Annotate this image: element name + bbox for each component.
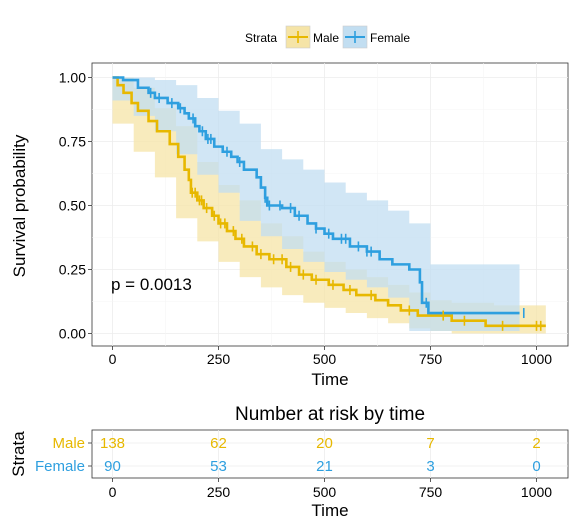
risk-table-gridlines (92, 430, 568, 478)
y-axis-ticks: 0.00 0.25 0.50 0.75 1.00 (59, 70, 92, 342)
risk-cell-female: 90 (104, 458, 121, 475)
legend: Strata Male Female (245, 25, 410, 49)
x-tick-label: 750 (419, 351, 443, 367)
y-tick-label: 0.50 (59, 198, 86, 214)
censor-marks (149, 87, 542, 331)
p-value-annotation: p = 0.0013 (111, 275, 192, 294)
risk-cell-female: 53 (210, 458, 227, 475)
y-tick-label: 1.00 (59, 70, 86, 86)
risk-table-x-title: Time (311, 501, 348, 520)
risk-cell-male: 138 (100, 435, 125, 452)
x-tick-label: 0 (109, 351, 117, 367)
survival-curves (112, 76, 546, 328)
risk-x-tick-label: 1000 (521, 484, 552, 500)
risk-cell-male: 7 (426, 435, 434, 452)
risk-x-tick-label: 500 (313, 484, 337, 500)
risk-table-panel: Number at risk by time 138 62 20 7 2 90 53 21 3 0… (9, 404, 569, 520)
risk-x-tick-label: 750 (419, 484, 443, 500)
survival-line-female (112, 76, 520, 315)
y-tick-label: 0.75 (59, 134, 86, 150)
risk-table-x-ticks: 0 250 500 750 1000 (109, 478, 552, 500)
risk-table-y-title: Strata (9, 431, 28, 477)
legend-title: Strata (245, 31, 277, 45)
x-tick-label: 1000 (521, 351, 552, 367)
legend-female-label: Female (370, 31, 410, 45)
risk-cell-female: 21 (316, 458, 333, 475)
risk-cell-female: 3 (426, 458, 434, 475)
risk-table-title: Number at risk by time (235, 404, 425, 425)
y-axis-title: Survival probability (10, 134, 29, 277)
x-axis-title: Time (311, 370, 348, 389)
risk-row-label-female: Female (35, 458, 85, 475)
legend-male-label: Male (313, 31, 339, 45)
risk-table-row-labels: Male Female (35, 435, 92, 475)
x-tick-label: 500 (313, 351, 337, 367)
risk-x-tick-label: 250 (207, 484, 231, 500)
risk-cell-male: 20 (316, 435, 333, 452)
x-axis-ticks: 0 250 500 750 1000 (109, 346, 552, 367)
survival-plot-panel: 0.00 0.25 0.50 0.75 1.00 0 250 500 750 1000 p = … (10, 62, 569, 389)
survival-line-male (112, 76, 546, 328)
y-tick-label: 0.00 (59, 326, 86, 342)
risk-table-border (91, 429, 569, 479)
x-tick-label: 250 (207, 351, 231, 367)
risk-cell-male: 62 (210, 435, 227, 452)
y-tick-label: 0.25 (59, 262, 86, 278)
risk-cell-female: 0 (532, 458, 540, 475)
risk-table-values: 138 62 20 7 2 90 53 21 3 0 (100, 435, 541, 475)
risk-cell-male: 2 (532, 435, 540, 452)
risk-row-label-male: Male (52, 435, 85, 452)
risk-x-tick-label: 0 (109, 484, 117, 500)
